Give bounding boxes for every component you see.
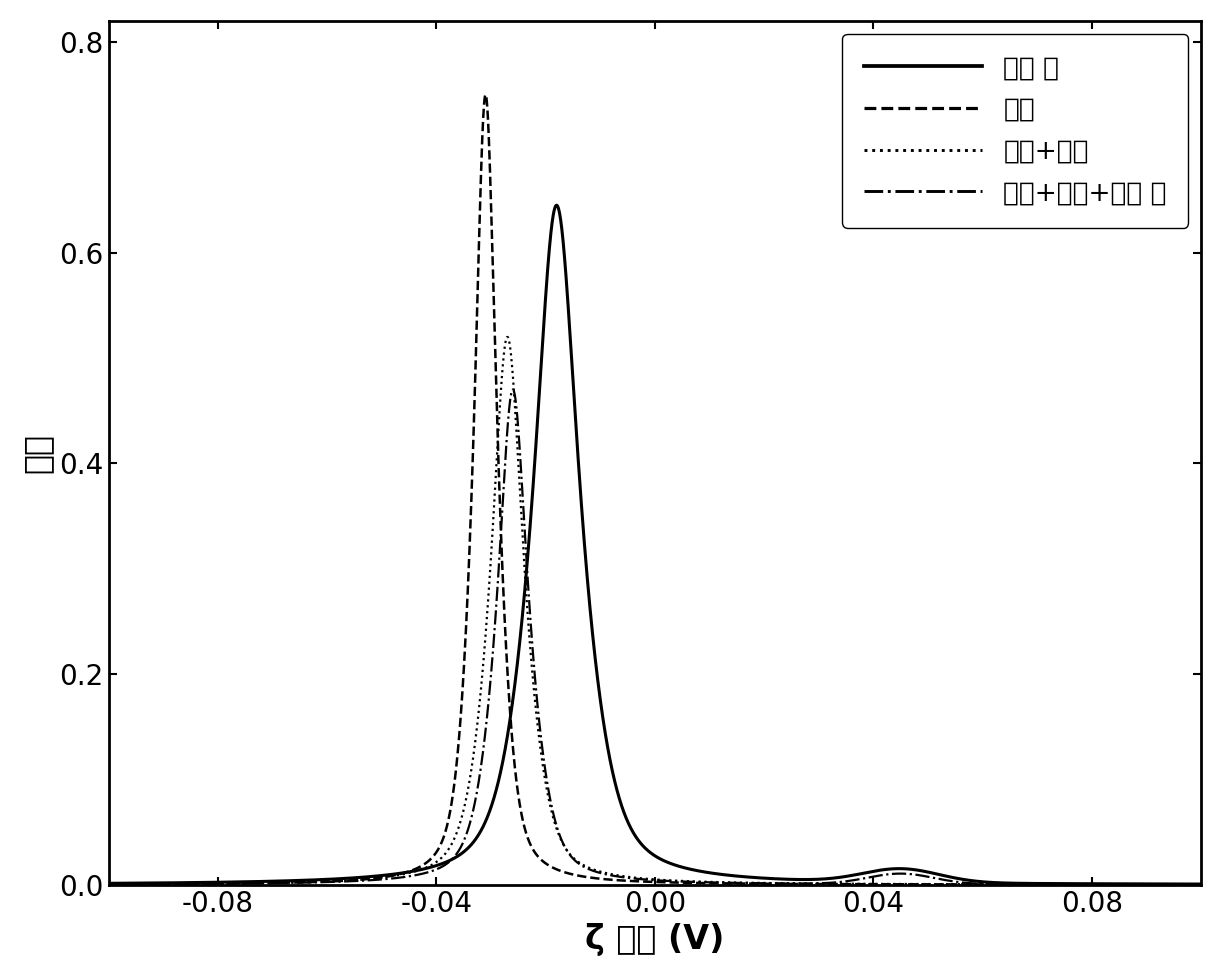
磁珠+抗体+外泌 体 xyxy=(156,878,171,890)
外泌 体 xyxy=(156,877,171,889)
磁珠 xyxy=(1194,878,1209,890)
磁珠 xyxy=(912,878,926,890)
磁珠 xyxy=(478,89,492,101)
磁珠+抗体+外泌 体 xyxy=(796,877,810,889)
磁珠 xyxy=(101,878,116,890)
磁珠+抗体+外泌 体 xyxy=(1194,878,1209,890)
Line: 磁珠: 磁珠 xyxy=(109,95,1201,884)
外泌 体 xyxy=(748,871,763,883)
外泌 体 xyxy=(912,865,926,876)
外泌 体 xyxy=(1194,878,1209,890)
磁珠+抗体 xyxy=(497,346,512,358)
磁珠 xyxy=(970,878,985,890)
磁珠+抗体+外泌 体 xyxy=(748,877,763,889)
Line: 磁珠+抗体+外泌 体: 磁珠+抗体+外泌 体 xyxy=(109,390,1201,884)
磁珠+抗体 xyxy=(101,878,116,890)
外泌 体 xyxy=(796,873,810,885)
Line: 外泌 体: 外泌 体 xyxy=(109,205,1201,884)
磁珠+抗体+外泌 体 xyxy=(912,870,926,881)
磁珠+抗体 xyxy=(912,878,926,890)
磁珠+抗体 xyxy=(796,877,810,889)
磁珠 xyxy=(497,606,512,617)
外泌 体 xyxy=(550,199,565,211)
磁珠+抗体 xyxy=(500,331,514,343)
磁珠 xyxy=(156,878,171,890)
磁珠 xyxy=(748,877,763,889)
Legend: 外泌 体, 磁珠, 磁珠+抗体, 磁珠+抗体+外泌 体: 外泌 体, 磁珠, 磁珠+抗体, 磁珠+抗体+外泌 体 xyxy=(842,34,1188,228)
磁珠 xyxy=(796,878,810,890)
磁珠+抗体 xyxy=(156,878,171,890)
磁珠+抗体+外泌 体 xyxy=(497,472,512,484)
磁珠+抗体 xyxy=(748,877,763,889)
磁珠+抗体 xyxy=(970,878,985,890)
磁珠+抗体+外泌 体 xyxy=(506,384,521,396)
Line: 磁珠+抗体: 磁珠+抗体 xyxy=(109,337,1201,884)
磁珠+抗体+外泌 体 xyxy=(970,877,985,889)
外泌 体 xyxy=(970,875,985,887)
X-axis label: ζ 电位 (V): ζ 电位 (V) xyxy=(585,923,725,956)
Y-axis label: 分布: 分布 xyxy=(21,433,54,473)
磁珠+抗体+外泌 体 xyxy=(101,878,116,890)
外泌 体 xyxy=(101,877,116,889)
磁珠+抗体 xyxy=(1194,878,1209,890)
外泌 体 xyxy=(497,748,512,760)
